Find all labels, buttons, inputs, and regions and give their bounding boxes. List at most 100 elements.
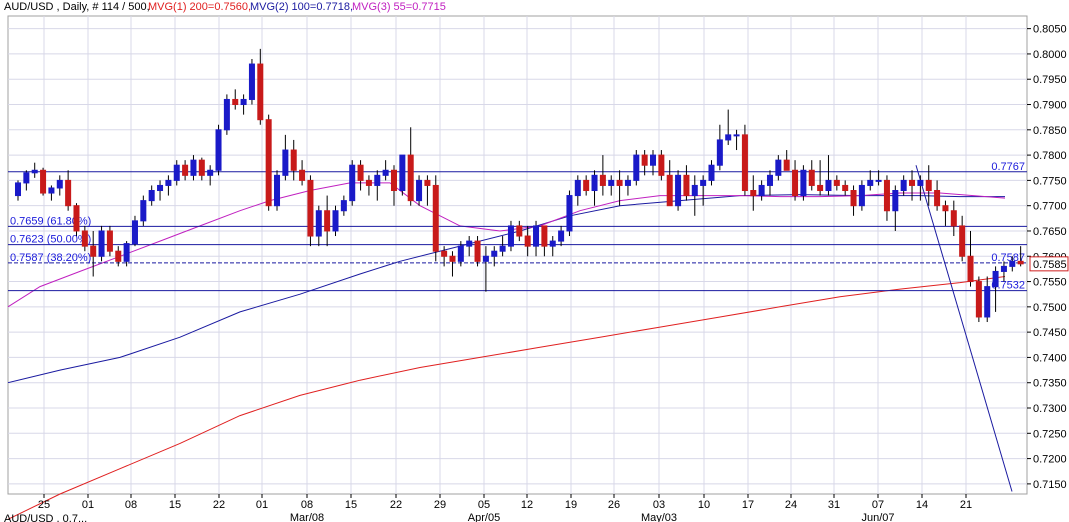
candle-body: [332, 210, 339, 232]
candle-body: [558, 230, 565, 242]
candle-body: [340, 200, 347, 212]
x-tick-label: 26: [608, 499, 620, 511]
x-tick-label: 01: [82, 499, 94, 511]
candle-body: [783, 159, 790, 171]
y-tick-label: 0.7700: [1033, 201, 1067, 213]
plot-border: [7, 15, 1028, 495]
y-tick-label: 0.8050: [1033, 24, 1067, 36]
y-tick-label: 0.7950: [1033, 74, 1067, 86]
level-label: 0.7623 (50.00%): [10, 234, 91, 246]
candle-body: [491, 250, 498, 257]
candle-body: [40, 169, 47, 194]
x-tick-label: 22: [390, 499, 402, 511]
candle-body: [1017, 260, 1024, 265]
candle-body: [808, 169, 815, 186]
candle-body: [248, 63, 255, 100]
candle-body: [867, 179, 874, 186]
candle-body: [157, 184, 164, 192]
candle-body: [81, 230, 88, 247]
candle-body: [190, 159, 197, 176]
candle-body: [399, 154, 406, 192]
candle-body: [691, 184, 698, 197]
candle-body: [232, 98, 239, 106]
x-tick-label: 17: [742, 499, 754, 511]
candle-body: [650, 154, 657, 166]
candle-body: [817, 184, 824, 192]
ma55-legend: MVG(3) 55=0.7715: [352, 1, 446, 13]
x-tick-label: 10: [698, 499, 710, 511]
y-tick-label: 0.7500: [1033, 302, 1067, 314]
ma200-legend: MVG(1) 200=0.7560,: [148, 1, 251, 13]
y-tick-label: 0.7350: [1033, 378, 1067, 390]
candle-body: [950, 210, 957, 227]
candle-body: [909, 179, 916, 186]
candle-body: [482, 255, 489, 262]
candle-body: [892, 190, 899, 212]
candle-body: [449, 255, 456, 262]
candle-body: [925, 179, 932, 192]
candle-body: [290, 149, 297, 171]
price-axis: 0.8050 0.8000 0.7950 0.7900 0.7850 0.7800 0.77…: [1027, 24, 1067, 491]
candle-body: [708, 164, 715, 181]
candle-body: [282, 149, 289, 176]
x-month-label: Mar/08: [290, 512, 324, 522]
y-tick-label: 0.7450: [1033, 327, 1067, 339]
candle-body: [800, 169, 807, 197]
candle-body: [591, 174, 598, 192]
candle-body: [750, 190, 757, 197]
y-tick-label: 0.7300: [1033, 403, 1067, 415]
candle-body: [541, 225, 548, 247]
candle-body: [457, 245, 464, 262]
candle-body: [716, 139, 723, 166]
current-price-marker: 0.7585: [1029, 256, 1069, 272]
candle-body: [658, 154, 665, 176]
x-tick-label: 24: [785, 499, 797, 511]
candle-body: [390, 169, 397, 192]
x-tick-label: 21: [960, 499, 972, 511]
x-tick-label: 12: [521, 499, 533, 511]
candle-body: [992, 270, 999, 288]
y-tick-label: 0.8000: [1033, 49, 1067, 61]
candle-body: [198, 159, 205, 176]
candle-body: [56, 179, 63, 189]
candle-body: [842, 184, 849, 192]
candle-body: [23, 172, 30, 184]
candle-body: [274, 174, 281, 207]
y-tick-label: 0.7400: [1033, 352, 1067, 364]
y-tick-label: 0.7150: [1033, 479, 1067, 491]
x-tick-label: 25: [38, 499, 50, 511]
x-tick-label: 15: [345, 499, 357, 511]
y-tick-label: 0.7750: [1033, 175, 1067, 187]
ma55-line: [7, 182, 1006, 308]
candle-body: [549, 240, 556, 247]
candle-body: [31, 169, 38, 174]
right-level-label: 0.7532: [991, 280, 1025, 292]
candle-body: [624, 179, 631, 186]
candle-body: [416, 179, 423, 202]
candle-body: [608, 179, 615, 186]
y-tick-label: 0.7200: [1033, 454, 1067, 466]
x-tick-label: 03: [653, 499, 665, 511]
candle-body: [466, 240, 473, 247]
x-tick-label: 01: [256, 499, 268, 511]
candle-body: [365, 179, 372, 186]
x-tick-label: 29: [434, 499, 446, 511]
candle-body: [299, 169, 306, 181]
candle-body: [934, 190, 941, 207]
candle-body: [1009, 260, 1016, 267]
candle-body: [533, 225, 540, 247]
candle-body: [792, 169, 799, 197]
candle-body: [633, 154, 640, 181]
candle-body: [307, 179, 314, 237]
trend-line-segment: [915, 165, 1013, 492]
ma100-legend: MVG(2) 100=0.7718,: [250, 1, 353, 13]
candle-body: [432, 184, 439, 252]
candle-body: [382, 169, 389, 176]
candle-body: [725, 134, 732, 141]
date-axis: 25 01 08 15 22 01 08 15 22 29 05 12 19 26 03 10 17 24 31 07…: [38, 494, 972, 522]
candle-body: [641, 154, 648, 166]
candle-body: [173, 164, 180, 181]
candle-body: [775, 159, 782, 176]
candle-body: [98, 230, 105, 257]
